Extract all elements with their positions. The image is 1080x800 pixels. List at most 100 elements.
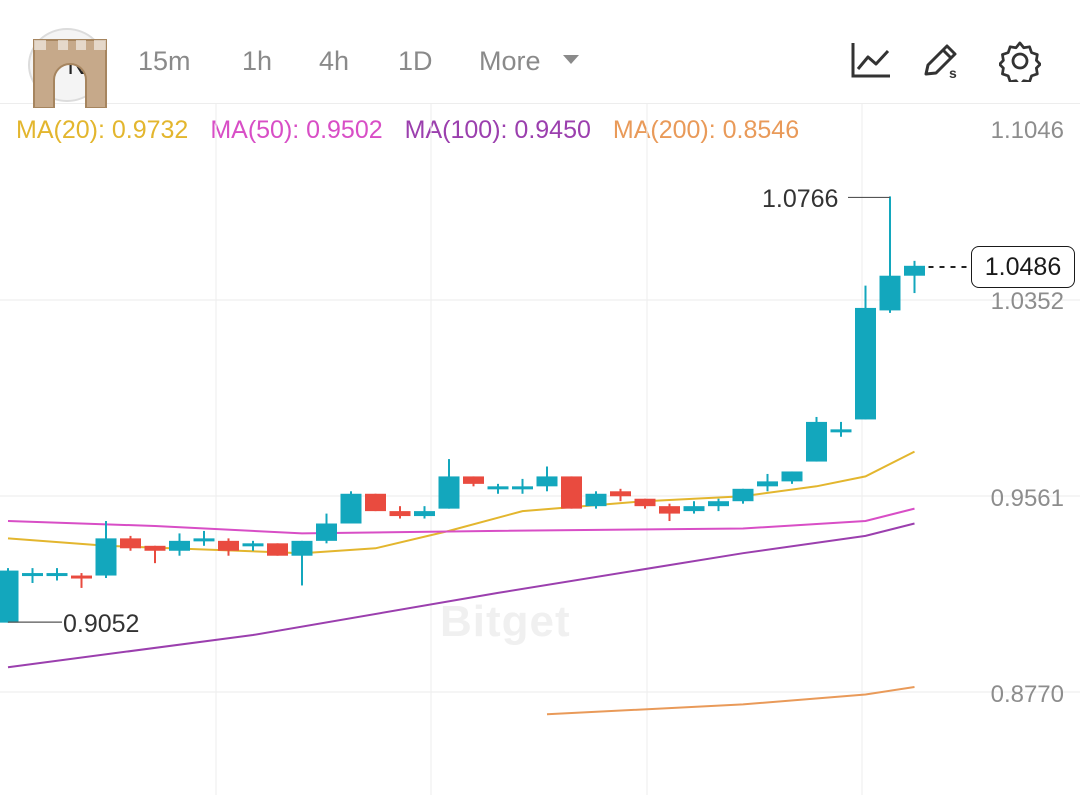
- candle-body: [242, 543, 264, 547]
- candle[interactable]: [0, 568, 19, 623]
- candle[interactable]: [904, 260, 925, 294]
- chevron-down-icon: [563, 55, 579, 64]
- candle[interactable]: [879, 196, 901, 313]
- candle[interactable]: [340, 491, 362, 524]
- candle-body: [438, 476, 460, 509]
- candle[interactable]: [120, 535, 141, 551]
- candle[interactable]: [561, 476, 582, 509]
- drawing-tool-icon[interactable]: s: [920, 40, 962, 82]
- candle[interactable]: [193, 530, 215, 546]
- candle[interactable]: [291, 540, 313, 586]
- timeframe-1d[interactable]: 1D: [398, 46, 433, 76]
- candle[interactable]: [806, 416, 827, 462]
- ma-line: [7, 450, 915, 555]
- candle[interactable]: [634, 498, 656, 509]
- settings-icon[interactable]: [999, 40, 1041, 82]
- candle[interactable]: [71, 573, 92, 588]
- candle[interactable]: [316, 513, 337, 544]
- chart-toolbar: PNI 15m 1h 4h 1D More s: [0, 0, 1080, 108]
- candle-body: [585, 493, 607, 507]
- candle[interactable]: [46, 568, 68, 581]
- candle[interactable]: [144, 545, 166, 564]
- candle[interactable]: [22, 568, 43, 583]
- timeframe-4h[interactable]: 4h: [319, 46, 350, 76]
- candle-body: [169, 540, 190, 551]
- candle[interactable]: [463, 476, 484, 487]
- candle-body: [291, 540, 313, 556]
- candle-body: [71, 575, 92, 579]
- candle-body: [536, 476, 558, 487]
- ma-line: [7, 522, 915, 669]
- candle-body: [683, 506, 705, 512]
- candle[interactable]: [683, 501, 705, 514]
- candle[interactable]: [610, 488, 631, 502]
- candle[interactable]: [242, 540, 264, 551]
- candle-body: [22, 573, 43, 577]
- candle-body: [708, 501, 729, 507]
- chart-type-icon[interactable]: [850, 40, 892, 80]
- ma20-label: MA(20): 0.9732: [16, 116, 189, 144]
- candle[interactable]: [781, 471, 803, 484]
- high-price-label: 1.0766: [762, 185, 839, 213]
- candle[interactable]: [365, 493, 386, 512]
- candle-body: [512, 486, 533, 490]
- candle-body: [879, 275, 901, 311]
- candle-body: [218, 540, 239, 551]
- price-axis-label: 0.9561: [990, 485, 1064, 512]
- candle-body: [463, 476, 484, 484]
- candle-body: [0, 570, 19, 623]
- timeframe-1h[interactable]: 1h: [242, 46, 273, 76]
- castle-icon: [33, 39, 107, 108]
- candle-body: [855, 307, 876, 420]
- last-price-badge[interactable]: 1.0486: [971, 246, 1075, 288]
- candle[interactable]: [536, 466, 558, 492]
- candle-body: [830, 429, 852, 433]
- candle[interactable]: [487, 483, 509, 494]
- candle-body: [757, 481, 778, 487]
- candle-body: [732, 488, 754, 502]
- price-axis-label: 1.0352: [990, 288, 1064, 315]
- candle-body: [316, 523, 337, 541]
- price-axis-label: 1.1046: [990, 117, 1064, 144]
- low-price-label: 0.9052: [63, 610, 140, 638]
- candle-body: [610, 491, 631, 497]
- chart-canvas[interactable]: [0, 104, 1080, 795]
- candle-body: [781, 471, 803, 482]
- candle-body: [389, 511, 411, 517]
- candle[interactable]: [169, 533, 190, 556]
- candle[interactable]: [830, 421, 852, 437]
- token-avatar[interactable]: PNI: [26, 28, 114, 108]
- timeframe-more-button[interactable]: More: [479, 46, 541, 76]
- candle[interactable]: [585, 491, 607, 509]
- ma-legend: MA(20): 0.9732 MA(50): 0.9502 MA(100): 0.9…: [16, 113, 821, 147]
- candle[interactable]: [95, 521, 117, 579]
- candlestick-chart[interactable]: Bitget: [0, 104, 1080, 795]
- candle[interactable]: [267, 543, 288, 556]
- candle-body: [806, 421, 827, 462]
- timeframe-15m[interactable]: 15m: [138, 46, 191, 76]
- candle[interactable]: [218, 538, 239, 556]
- candle[interactable]: [389, 506, 411, 519]
- candle-body: [904, 265, 925, 276]
- ma-line: [7, 507, 915, 535]
- candle[interactable]: [855, 285, 876, 420]
- candle[interactable]: [659, 503, 680, 522]
- candle-body: [365, 493, 386, 512]
- candle[interactable]: [512, 478, 533, 494]
- candle-body: [120, 538, 141, 549]
- candle-body: [634, 498, 656, 507]
- candle[interactable]: [414, 506, 435, 519]
- candle[interactable]: [438, 459, 460, 509]
- candle[interactable]: [708, 498, 729, 512]
- candle-body: [659, 506, 680, 514]
- svg-text:s: s: [949, 65, 957, 81]
- candle-body: [193, 538, 215, 542]
- candle-body: [267, 543, 288, 556]
- candle-body: [340, 493, 362, 524]
- candle[interactable]: [732, 488, 754, 504]
- candle[interactable]: [757, 473, 778, 492]
- candle-body: [487, 486, 509, 490]
- bitget-watermark: Bitget: [440, 597, 571, 646]
- ma200-label: MA(200): 0.8546: [612, 116, 800, 144]
- ma50-label: MA(50): 0.9502: [210, 116, 383, 144]
